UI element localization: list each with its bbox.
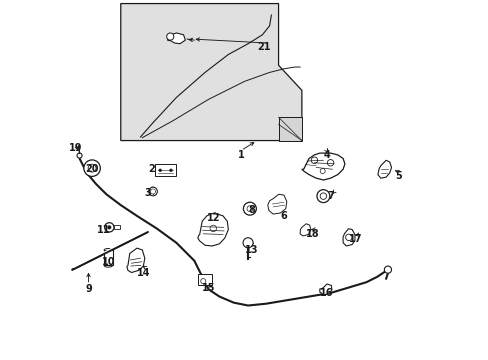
Text: 18: 18 bbox=[305, 229, 319, 239]
Circle shape bbox=[384, 266, 391, 273]
Circle shape bbox=[83, 160, 100, 176]
Circle shape bbox=[320, 193, 326, 199]
Polygon shape bbox=[126, 248, 144, 273]
Circle shape bbox=[243, 238, 253, 248]
Polygon shape bbox=[267, 194, 286, 214]
Polygon shape bbox=[121, 4, 301, 140]
Text: 9: 9 bbox=[85, 284, 92, 294]
Circle shape bbox=[107, 226, 111, 229]
Text: 12: 12 bbox=[207, 213, 220, 222]
Text: 11: 11 bbox=[97, 225, 110, 235]
Text: 13: 13 bbox=[244, 245, 258, 255]
Circle shape bbox=[246, 206, 252, 212]
Text: 6: 6 bbox=[280, 211, 287, 221]
Text: 16: 16 bbox=[320, 288, 333, 298]
Text: 14: 14 bbox=[137, 268, 150, 278]
Polygon shape bbox=[319, 284, 331, 295]
Circle shape bbox=[166, 33, 174, 40]
Polygon shape bbox=[377, 160, 391, 178]
Circle shape bbox=[243, 202, 256, 215]
Polygon shape bbox=[343, 229, 354, 246]
Circle shape bbox=[77, 153, 82, 158]
Text: 19: 19 bbox=[68, 143, 82, 153]
Bar bbox=[114, 225, 120, 229]
Text: 7: 7 bbox=[326, 191, 333, 201]
Text: 3: 3 bbox=[144, 188, 151, 198]
Circle shape bbox=[201, 279, 205, 284]
Text: 21: 21 bbox=[257, 42, 270, 52]
Text: 15: 15 bbox=[202, 283, 215, 293]
Bar bbox=[198, 274, 212, 285]
Bar bbox=[155, 164, 176, 176]
Polygon shape bbox=[300, 224, 310, 236]
Circle shape bbox=[316, 190, 329, 203]
Text: 20: 20 bbox=[85, 164, 99, 174]
Circle shape bbox=[148, 187, 157, 196]
Text: 8: 8 bbox=[248, 206, 255, 216]
Text: 1: 1 bbox=[237, 150, 244, 160]
Polygon shape bbox=[198, 213, 228, 246]
Bar bbox=[278, 117, 301, 140]
Text: 5: 5 bbox=[394, 171, 401, 181]
Polygon shape bbox=[301, 153, 344, 180]
Circle shape bbox=[169, 169, 172, 172]
Circle shape bbox=[104, 223, 114, 232]
Text: 2: 2 bbox=[147, 164, 154, 174]
Circle shape bbox=[159, 169, 162, 172]
Bar bbox=[104, 250, 112, 265]
Text: 10: 10 bbox=[102, 257, 115, 267]
Text: 4: 4 bbox=[323, 150, 330, 160]
Polygon shape bbox=[167, 33, 185, 44]
Circle shape bbox=[150, 189, 155, 194]
Circle shape bbox=[88, 164, 96, 172]
Text: 17: 17 bbox=[348, 234, 362, 244]
